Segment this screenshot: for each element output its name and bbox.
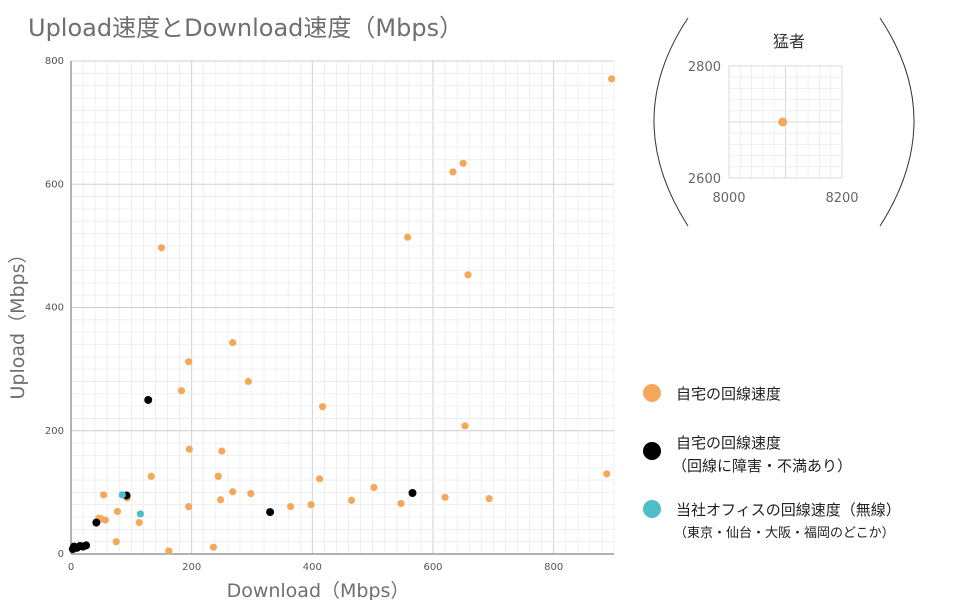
data-point (247, 490, 255, 498)
data-point (209, 543, 217, 551)
y-tick-label: 200 (45, 426, 64, 437)
data-point (287, 502, 295, 511)
legend-item-home: 自宅の回線速度 (643, 384, 781, 403)
data-point (68, 545, 77, 554)
y-tick-label: 600 (45, 179, 64, 190)
legend-swatch-home (643, 384, 661, 402)
main-plot: 0 200 400 600 800 0 200 400 600 800 (45, 56, 616, 573)
data-point (136, 510, 144, 518)
legend-label-office: 当社オフィスの回線速度（無線） (676, 501, 901, 519)
data-point (214, 472, 222, 480)
data-point (464, 271, 472, 279)
main-axes (70, 61, 614, 555)
data-point (99, 491, 108, 499)
x-tick-label: 800 (544, 562, 563, 573)
inset-y-tick-label: 2800 (688, 60, 721, 75)
data-point (217, 496, 225, 504)
inset-x-tick-label: 8200 (825, 191, 858, 206)
data-point (307, 501, 315, 509)
data-point (147, 472, 155, 480)
inset-tick-labels: 8000 8200 2600 2800 (688, 60, 859, 206)
x-axis-label: Download（Mbps） (227, 580, 410, 600)
data-point (135, 518, 143, 527)
data-point (404, 233, 412, 241)
data-point (397, 499, 405, 508)
data-point (82, 541, 91, 550)
main-data-points (68, 75, 616, 555)
data-point (318, 403, 327, 411)
data-point (347, 496, 356, 504)
data-point (607, 75, 616, 83)
inset-y-tick-label: 2600 (688, 172, 721, 187)
chart-title: Upload速度とDownload速度（Mbps） (28, 14, 463, 42)
data-point (408, 488, 417, 497)
y-axis-label: Upload（Mbps） (7, 245, 29, 400)
data-point (370, 483, 378, 492)
data-point (461, 422, 469, 430)
y-tick-label: 400 (45, 303, 64, 314)
data-point (118, 491, 126, 499)
data-point (229, 339, 237, 347)
data-point (603, 470, 611, 478)
data-point (157, 244, 166, 252)
legend-swatch-office (643, 500, 661, 518)
data-point (185, 358, 193, 366)
y-tick-label: 0 (58, 549, 64, 560)
data-point (218, 447, 226, 455)
inset-chart: 猛者 8000 8200 2600 2800 (653, 17, 915, 227)
legend: 自宅の回線速度 自宅の回線速度 （回線に障害・不満あり） 当社オフィスの回線速度… (643, 384, 901, 541)
data-point (266, 508, 275, 517)
data-point (485, 494, 493, 503)
legend-swatch-home-trouble (643, 442, 661, 460)
data-point (144, 395, 153, 404)
data-point (113, 507, 122, 516)
inset-bracket-right (879, 17, 915, 227)
x-tick-label: 600 (423, 562, 442, 573)
legend-item-home-trouble: 自宅の回線速度 （回線に障害・不満あり） (643, 434, 852, 475)
inset-grid (728, 65, 843, 179)
main-grid (70, 60, 615, 555)
data-point (229, 488, 237, 496)
legend-sublabel-office: （東京・仙台・大阪・福岡のどこか） (674, 525, 895, 541)
x-tick-label: 0 (68, 562, 74, 573)
data-point (165, 547, 173, 555)
x-tick-label: 400 (303, 562, 322, 573)
inset-x-tick-label: 8000 (712, 191, 745, 206)
legend-label-home-trouble: 自宅の回線速度 (676, 434, 781, 452)
data-point (449, 168, 457, 176)
data-point (185, 445, 193, 453)
data-point (441, 493, 449, 501)
main-tick-labels: 0 200 400 600 800 0 200 400 600 800 (45, 56, 563, 573)
inset-title: 猛者 (773, 32, 805, 51)
y-tick-label: 800 (45, 56, 64, 67)
inset-data-point (778, 117, 788, 127)
data-point (177, 387, 186, 395)
legend-sublabel-home-trouble: （回線に障害・不満あり） (672, 457, 852, 475)
inset-bracket-left (653, 17, 689, 227)
x-tick-label: 200 (182, 562, 201, 573)
data-point (101, 516, 109, 524)
legend-label-home: 自宅の回線速度 (676, 385, 781, 403)
data-point (244, 377, 252, 386)
legend-item-office: 当社オフィスの回線速度（無線） （東京・仙台・大阪・福岡のどこか） (643, 500, 901, 541)
data-point (185, 502, 193, 511)
data-point (315, 475, 324, 483)
data-point (112, 538, 120, 546)
data-point (92, 518, 101, 527)
inset-data-points (778, 117, 788, 127)
data-point (459, 159, 467, 167)
